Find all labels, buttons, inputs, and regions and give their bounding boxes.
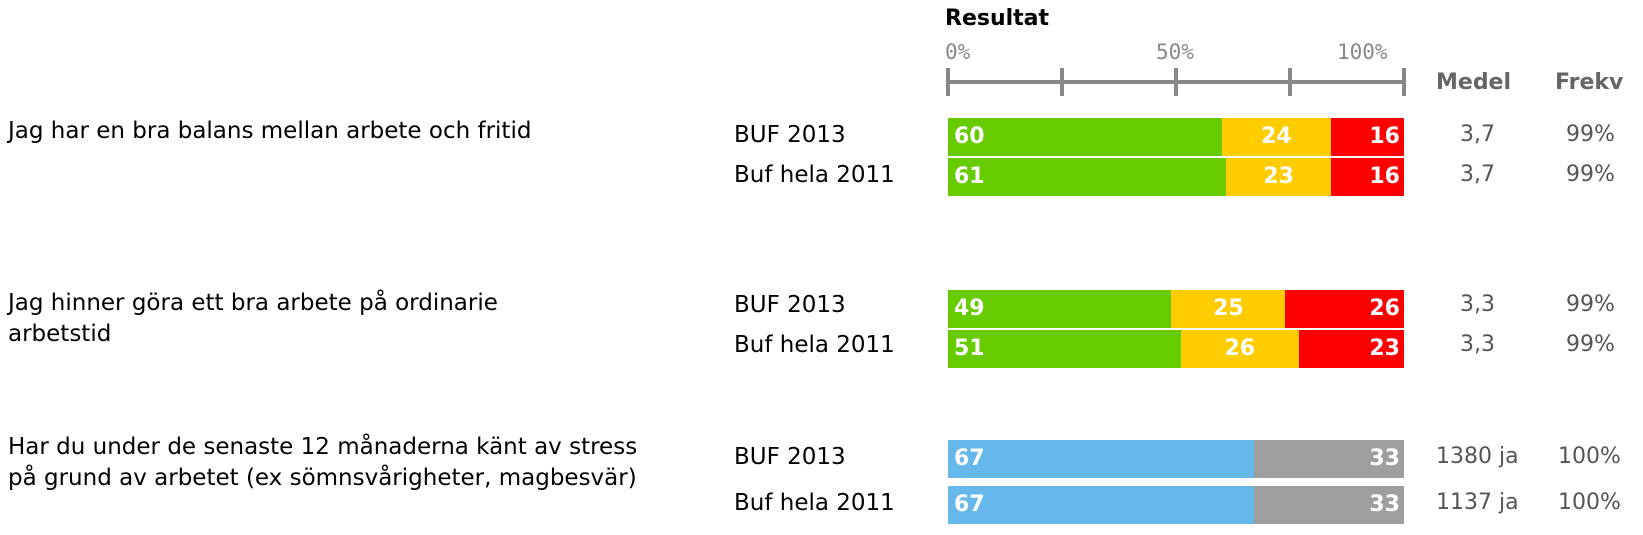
row-label: Buf hela 2011 xyxy=(734,490,895,516)
stacked-bar: 61 23 16 xyxy=(948,158,1404,196)
bar-value-label: 16 xyxy=(1369,164,1400,189)
bar-value-label: 24 xyxy=(1261,124,1292,149)
frekv-value: 99% xyxy=(1566,162,1615,187)
bar-segment-neutral: 23 xyxy=(1226,158,1332,196)
medel-value: 1380 ja xyxy=(1436,444,1519,469)
medel-value: 3,3 xyxy=(1460,332,1495,357)
frekv-value: 99% xyxy=(1566,122,1615,147)
row-label: Buf hela 2011 xyxy=(734,162,895,188)
bar-value-label: 61 xyxy=(954,164,985,189)
bar-segment-positive: 60 xyxy=(948,118,1222,156)
frekv-value: 100% xyxy=(1558,444,1621,469)
bar-segment-negative: 16 xyxy=(1331,118,1404,156)
frekv-value: 99% xyxy=(1566,292,1615,317)
bar-segment-ja: 67 xyxy=(948,440,1254,478)
x-tick-0: 0% xyxy=(945,40,971,64)
frekv-header: Frekv xyxy=(1555,70,1624,95)
bar-value-label: 33 xyxy=(1369,446,1400,471)
bar-segment-nej: 33 xyxy=(1253,486,1404,524)
stacked-bar: 60 24 16 xyxy=(948,118,1404,156)
bar-value-label: 67 xyxy=(954,492,985,517)
row-label: BUF 2013 xyxy=(734,292,846,318)
bar-segment-positive: 49 xyxy=(948,290,1172,328)
question-text: Har du under de senaste 12 månaderna kän… xyxy=(8,434,638,491)
medel-value: 1137 ja xyxy=(1436,490,1519,515)
stacked-bar: 67 33 xyxy=(948,486,1404,524)
row-label: BUF 2013 xyxy=(734,122,846,148)
bar-segment-positive: 61 xyxy=(948,158,1227,196)
chart-title: Resultat xyxy=(945,6,1050,31)
bar-value-label: 51 xyxy=(954,336,985,361)
bar-segment-neutral: 26 xyxy=(1180,330,1300,368)
question-text: Jag har en bra balans mellan arbete och … xyxy=(8,118,532,144)
bar-value-label: 49 xyxy=(954,296,985,321)
row-label: BUF 2013 xyxy=(734,444,846,470)
bar-value-label: 23 xyxy=(1263,164,1294,189)
bar-value-label: 60 xyxy=(954,124,985,149)
medel-value: 3,3 xyxy=(1460,292,1495,317)
scale-axis xyxy=(946,68,1406,96)
bar-value-label: 16 xyxy=(1369,124,1400,149)
bar-segment-nej: 33 xyxy=(1253,440,1404,478)
bar-segment-neutral: 24 xyxy=(1221,118,1332,156)
stacked-bar: 51 26 23 xyxy=(948,330,1404,368)
bar-segment-negative: 26 xyxy=(1285,290,1404,328)
x-tick-100: 100% xyxy=(1337,40,1388,64)
medel-header: Medel xyxy=(1436,70,1512,95)
bar-value-label: 33 xyxy=(1369,492,1400,517)
question-text: Jag hinner göra ett bra arbete på ordina… xyxy=(8,290,498,347)
stacked-bar: 67 33 xyxy=(948,440,1404,478)
frekv-value: 99% xyxy=(1566,332,1615,357)
stacked-bar: 49 25 26 xyxy=(948,290,1404,328)
bar-value-label: 26 xyxy=(1369,296,1400,321)
row-label: Buf hela 2011 xyxy=(734,332,895,358)
bar-value-label: 67 xyxy=(954,446,985,471)
bar-segment-ja: 67 xyxy=(948,486,1254,524)
frekv-value: 100% xyxy=(1558,490,1621,515)
bar-segment-neutral: 25 xyxy=(1171,290,1286,328)
x-tick-50: 50% xyxy=(1156,40,1194,64)
bar-value-label: 23 xyxy=(1369,336,1400,361)
bar-segment-positive: 51 xyxy=(948,330,1181,368)
medel-value: 3,7 xyxy=(1460,162,1495,187)
bar-segment-negative: 16 xyxy=(1331,158,1404,196)
bar-value-label: 25 xyxy=(1213,296,1244,321)
bar-value-label: 26 xyxy=(1224,336,1256,361)
bar-segment-negative: 23 xyxy=(1299,330,1404,368)
medel-value: 3,7 xyxy=(1460,122,1495,147)
